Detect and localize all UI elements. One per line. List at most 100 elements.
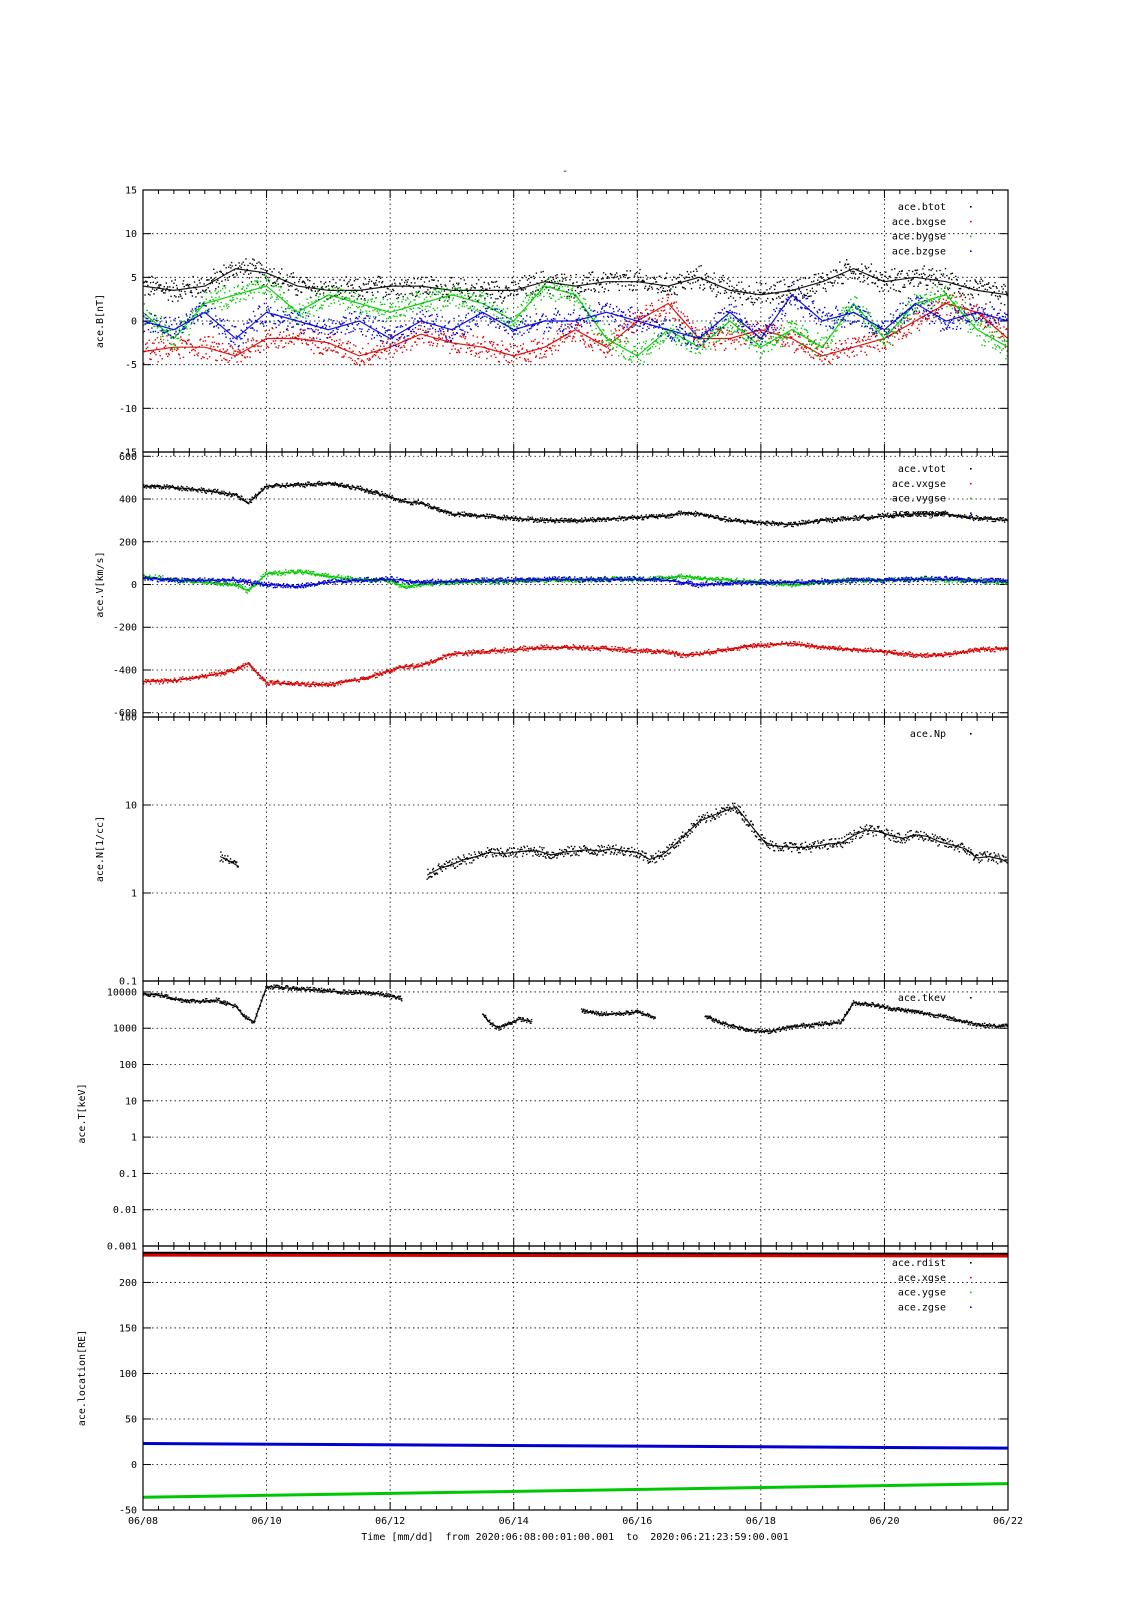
data-point bbox=[736, 284, 738, 286]
data-point bbox=[683, 287, 685, 289]
data-point bbox=[605, 273, 607, 276]
data-point bbox=[243, 323, 245, 325]
data-point bbox=[779, 337, 781, 339]
data-point bbox=[435, 294, 437, 296]
data-point bbox=[447, 305, 449, 307]
data-point bbox=[650, 324, 652, 327]
data-point bbox=[259, 322, 262, 325]
data-point bbox=[288, 285, 290, 288]
data-point bbox=[678, 339, 680, 341]
data-point bbox=[856, 268, 858, 271]
data-point bbox=[289, 307, 292, 309]
data-point bbox=[757, 289, 759, 291]
data-point bbox=[830, 271, 832, 273]
data-point bbox=[545, 315, 547, 317]
data-point bbox=[602, 277, 604, 280]
data-point bbox=[705, 330, 708, 333]
data-point bbox=[817, 354, 820, 356]
data-point bbox=[992, 335, 995, 337]
data-point bbox=[181, 325, 183, 327]
data-point bbox=[846, 346, 848, 349]
data-point bbox=[756, 330, 759, 332]
data-point bbox=[799, 278, 801, 280]
data-point bbox=[157, 361, 159, 363]
data-point bbox=[394, 284, 397, 286]
data-point bbox=[747, 332, 749, 335]
data-point bbox=[619, 344, 621, 346]
data-point bbox=[352, 287, 354, 289]
data-point bbox=[350, 357, 352, 359]
data-point bbox=[711, 332, 713, 335]
data-point bbox=[955, 296, 958, 298]
data-point bbox=[559, 339, 562, 341]
data-point bbox=[748, 285, 750, 287]
data-point bbox=[701, 279, 704, 281]
data-point bbox=[192, 315, 194, 317]
data-point bbox=[145, 313, 147, 316]
data-point bbox=[149, 331, 152, 333]
data-point bbox=[480, 311, 483, 313]
data-point bbox=[733, 306, 735, 308]
data-point bbox=[670, 336, 672, 338]
data-point bbox=[489, 317, 492, 320]
data-point bbox=[805, 294, 807, 297]
data-point bbox=[451, 276, 453, 279]
data-point bbox=[313, 352, 315, 355]
data-point bbox=[318, 296, 320, 298]
data-point bbox=[500, 350, 502, 353]
data-point bbox=[775, 307, 778, 309]
data-point bbox=[373, 316, 375, 318]
data-point bbox=[679, 280, 682, 282]
data-point bbox=[216, 319, 218, 321]
data-point bbox=[460, 319, 462, 322]
data-point bbox=[811, 350, 813, 353]
data-point bbox=[653, 327, 655, 329]
data-point bbox=[213, 268, 215, 270]
data-point bbox=[770, 337, 772, 340]
data-point bbox=[681, 322, 684, 325]
data-point bbox=[174, 344, 176, 346]
data-point bbox=[148, 322, 150, 324]
data-point bbox=[383, 345, 385, 347]
data-point bbox=[178, 290, 181, 292]
data-point bbox=[301, 342, 303, 344]
data-point bbox=[611, 354, 613, 357]
data-point bbox=[974, 319, 976, 322]
data-point bbox=[305, 314, 308, 317]
data-point bbox=[550, 318, 553, 321]
data-point bbox=[526, 349, 528, 351]
data-point bbox=[624, 324, 627, 326]
data-point bbox=[205, 298, 207, 300]
data-point bbox=[691, 334, 693, 336]
data-point bbox=[633, 325, 635, 327]
data-point bbox=[253, 291, 255, 294]
data-point bbox=[775, 342, 778, 344]
data-point bbox=[705, 333, 708, 336]
data-point bbox=[454, 348, 457, 350]
data-point bbox=[250, 281, 253, 283]
data-point bbox=[755, 345, 757, 347]
data-point bbox=[675, 301, 678, 303]
data-point bbox=[313, 338, 315, 340]
data-point bbox=[1002, 332, 1004, 335]
data-point bbox=[737, 292, 739, 295]
data-point bbox=[327, 349, 329, 351]
data-point bbox=[938, 300, 940, 303]
data-point bbox=[600, 349, 602, 351]
data-point bbox=[966, 315, 969, 317]
data-point bbox=[350, 284, 352, 287]
data-point bbox=[621, 315, 623, 317]
data-point bbox=[635, 317, 637, 319]
data-point bbox=[589, 343, 592, 346]
data-point bbox=[719, 281, 721, 283]
data-point bbox=[337, 352, 339, 354]
data-point bbox=[684, 342, 686, 344]
data-point bbox=[350, 302, 352, 304]
data-point bbox=[492, 281, 494, 284]
data-point bbox=[916, 327, 919, 329]
data-point bbox=[777, 341, 779, 343]
data-point bbox=[760, 291, 762, 294]
data-point bbox=[893, 330, 895, 333]
data-point bbox=[183, 285, 185, 288]
data-point bbox=[812, 356, 814, 359]
